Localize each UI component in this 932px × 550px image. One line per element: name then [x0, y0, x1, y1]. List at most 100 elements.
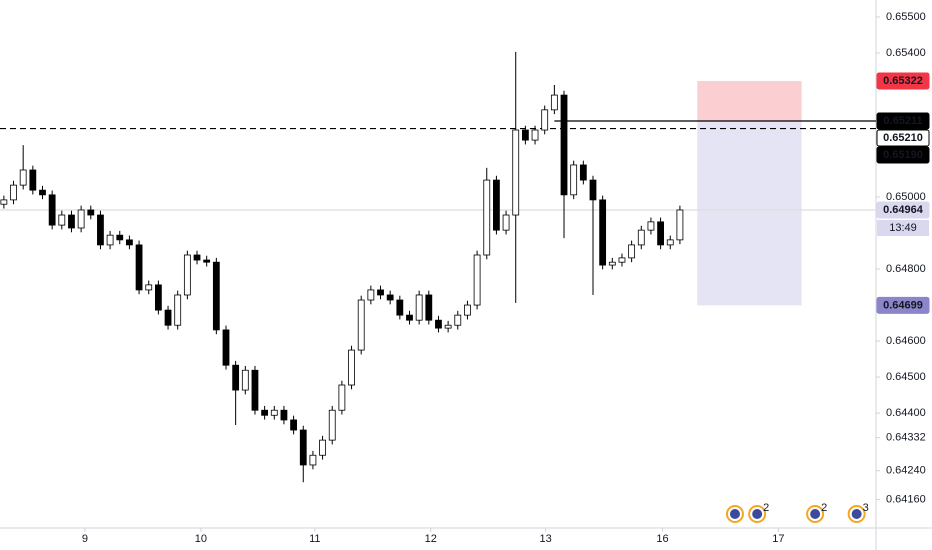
- candle-body: [19, 169, 27, 186]
- candle-body: [309, 454, 317, 466]
- event-icon: 2: [748, 502, 769, 523]
- candle-body: [666, 239, 674, 246]
- y-tick-label: 0.65400: [886, 47, 926, 59]
- candle-body: [599, 199, 607, 266]
- candle-body: [87, 209, 95, 216]
- candle-body: [48, 194, 56, 226]
- candle-body: [386, 294, 394, 301]
- event-icon: 3: [847, 502, 869, 523]
- candle-body: [135, 244, 143, 291]
- price-label-bg: [876, 112, 930, 130]
- candle-body: [145, 284, 153, 291]
- y-tick-label: 0.64400: [886, 407, 926, 419]
- price-label-bg: [876, 201, 930, 219]
- candle-body: [444, 324, 452, 329]
- candle-body: [270, 409, 278, 416]
- candle-body: [647, 221, 655, 231]
- candle-body: [299, 429, 307, 466]
- price-label: 0.65210: [883, 132, 923, 144]
- price-label: 0.65211: [883, 115, 922, 127]
- candle-body: [637, 229, 645, 246]
- price-label: 0.65322: [883, 75, 923, 87]
- stop-zone: [697, 81, 802, 122]
- candle-body: [396, 299, 404, 316]
- candle-body: [29, 169, 37, 191]
- candle-body: [435, 319, 442, 329]
- candle-body: [608, 261, 616, 266]
- candle-body: [106, 234, 114, 246]
- candle-body: [97, 214, 104, 246]
- event-flag: [851, 509, 862, 519]
- y-tick-label: 0.64500: [886, 371, 926, 383]
- candle-body: [415, 294, 423, 321]
- countdown-bg: [877, 219, 929, 236]
- y-tick-label: 0.64240: [886, 465, 926, 477]
- candle-body: [174, 294, 182, 326]
- candle-body: [377, 289, 384, 296]
- price-label: 0.64964: [883, 204, 924, 216]
- candle-body: [464, 304, 471, 316]
- candle-body: [628, 244, 636, 259]
- price-label-bg: [876, 129, 930, 147]
- candle-body: [589, 179, 597, 201]
- candle-body: [126, 239, 133, 246]
- candle-body: [251, 369, 259, 411]
- x-tick-label: 9: [82, 533, 88, 545]
- candle-body: [203, 259, 211, 263]
- event-count: 3: [863, 502, 869, 514]
- candle-body: [512, 129, 520, 216]
- x-tick-label: 17: [772, 533, 784, 545]
- y-tick-label: 0.64600: [886, 335, 926, 347]
- candle-body: [68, 214, 75, 229]
- candle-body: [154, 284, 162, 311]
- candle-body: [183, 254, 191, 296]
- candle-body: [570, 164, 578, 196]
- price-label-bg: [876, 72, 930, 90]
- x-tick-label: 11: [309, 533, 320, 545]
- candle-body: [290, 419, 297, 431]
- event-icon: [725, 505, 744, 523]
- candle-body: [319, 439, 326, 456]
- y-tick-label: 0.65000: [886, 191, 926, 203]
- candle-body: [473, 254, 481, 306]
- candle-body: [116, 234, 124, 241]
- x-tick-label: 13: [540, 533, 552, 545]
- candle-body: [193, 254, 201, 261]
- candle-body: [222, 329, 230, 366]
- event-count: 2: [763, 502, 769, 514]
- candle-body: [493, 179, 500, 231]
- candle-body: [521, 129, 529, 141]
- candle-body: [618, 257, 626, 263]
- candle-body: [212, 261, 220, 331]
- candle-body: [77, 209, 85, 229]
- candle-body: [0, 199, 8, 205]
- y-tick-label: 0.65500: [886, 11, 926, 23]
- price-label-bg: [876, 146, 930, 164]
- event-count: 2: [821, 502, 827, 514]
- candle-body: [657, 221, 664, 246]
- candle-body: [164, 309, 172, 326]
- candle-body: [560, 94, 568, 196]
- event-flag: [810, 509, 821, 519]
- y-tick-label: 0.64800: [886, 263, 926, 275]
- candle-body: [454, 314, 462, 326]
- event-flag: [752, 509, 763, 519]
- candle-body: [338, 384, 346, 411]
- candle-body: [232, 364, 240, 391]
- event-icon: 2: [806, 502, 827, 523]
- y-tick-label: 0.64332: [886, 432, 926, 444]
- target-zone: [697, 121, 802, 306]
- candle-body: [425, 294, 433, 321]
- candle-body: [367, 289, 375, 301]
- event-flag: [729, 509, 740, 519]
- countdown: 13:49: [889, 222, 917, 234]
- candle-body: [241, 369, 249, 391]
- price-label: 0.64699: [883, 299, 923, 311]
- candle-body: [58, 214, 66, 226]
- candle-body: [280, 409, 288, 421]
- candle-body: [357, 299, 365, 351]
- candle-body: [531, 129, 539, 141]
- candle-body: [676, 209, 684, 241]
- candle-body: [541, 109, 549, 131]
